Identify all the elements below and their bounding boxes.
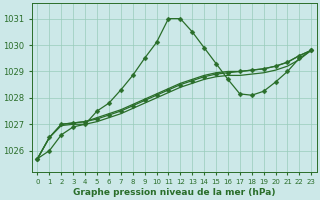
X-axis label: Graphe pression niveau de la mer (hPa): Graphe pression niveau de la mer (hPa) (73, 188, 276, 197)
